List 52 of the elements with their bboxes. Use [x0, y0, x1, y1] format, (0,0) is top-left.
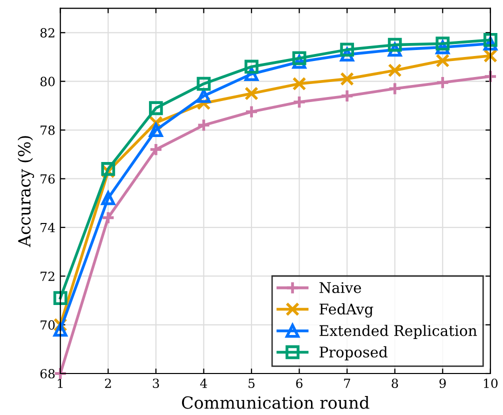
legend-label: FedAvg [320, 303, 374, 318]
x-tick-label: 3 [152, 378, 159, 388]
y-tick-label: 80 [40, 76, 55, 86]
legend-label: Naive [319, 282, 362, 294]
point [292, 95, 306, 109]
x-tick-label: 8 [392, 378, 398, 388]
x-tick-label: 10 [484, 378, 498, 388]
point [388, 63, 402, 78]
point [436, 54, 450, 68]
x-tick-label: 5 [248, 378, 255, 388]
x-axis-title: Communication round [182, 396, 370, 409]
point [53, 291, 68, 305]
x-tick-label: 1 [58, 378, 63, 388]
y-axis-title: Accuracy (%) [18, 136, 34, 248]
point [340, 89, 354, 103]
y-tick-label: 68 [40, 368, 55, 378]
point [340, 42, 354, 57]
point [244, 104, 258, 119]
point [244, 86, 258, 100]
point [292, 51, 306, 66]
point [148, 101, 163, 116]
x-tick-label: 6 [296, 378, 302, 388]
x-tick-label: 4 [200, 378, 208, 388]
x-tick-label: 9 [439, 378, 446, 388]
point [101, 210, 116, 225]
x-tick-label: 2 [105, 378, 111, 388]
legend-label: Proposed [320, 346, 388, 360]
legend-label: Extended Replication [320, 324, 477, 339]
point [483, 33, 498, 47]
point [388, 38, 402, 52]
point [101, 191, 116, 206]
point [148, 142, 163, 156]
point [388, 82, 402, 96]
point [101, 162, 116, 176]
y-tick-label: 76 [40, 174, 55, 184]
y-tick-label: 82 [40, 28, 54, 38]
point [196, 76, 211, 91]
point [436, 76, 450, 90]
y-tick-label: 72 [40, 272, 54, 281]
point [436, 36, 450, 51]
x-tick-label: 7 [344, 378, 350, 388]
y-tick-label: 70 [40, 320, 55, 330]
y-tick-label: 74 [40, 222, 55, 232]
point [53, 322, 68, 337]
point [292, 76, 306, 91]
point [340, 72, 354, 86]
point [148, 123, 163, 137]
point [196, 118, 211, 132]
point [483, 70, 498, 84]
y-tick-label: 78 [40, 126, 55, 135]
point [196, 89, 211, 103]
point [244, 60, 258, 74]
